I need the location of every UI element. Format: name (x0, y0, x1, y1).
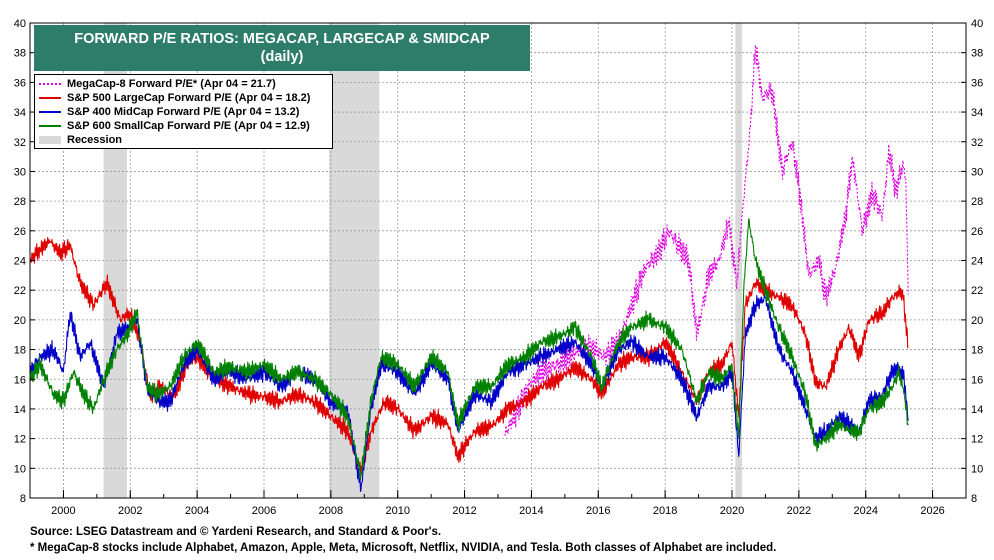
y-tick-label-left-40: 40 (14, 18, 26, 30)
legend-swatch-largecap (39, 97, 61, 99)
y-tick-label-left-12: 12 (14, 434, 26, 446)
y-tick-label-right-36: 36 (971, 77, 983, 89)
legend-swatch-megacap (39, 83, 61, 85)
legend-swatch-recession (39, 136, 61, 144)
y-tick-label-left-30: 30 (14, 166, 26, 178)
x-tick-label-2024: 2024 (853, 505, 877, 517)
x-tick-label-2010: 2010 (385, 505, 409, 517)
y-tick-label-left-14: 14 (14, 404, 26, 416)
x-tick-label-2018: 2018 (653, 505, 677, 517)
y-tick-label-right-26: 26 (971, 226, 983, 238)
chart-subtitle: (daily) (260, 49, 304, 65)
source-note: Source: LSEG Datastream and © Yardeni Re… (30, 526, 442, 538)
x-tick-label-2012: 2012 (452, 505, 476, 517)
y-tick-label-left-36: 36 (14, 77, 26, 89)
y-tick-label-left-22: 22 (14, 285, 26, 297)
y-tick-label-left-16: 16 (14, 374, 26, 386)
y-tick-label-right-10: 10 (971, 463, 983, 475)
y-tick-label-left-20: 20 (14, 315, 26, 327)
x-tick-label-2016: 2016 (586, 505, 610, 517)
y-tick-label-right-24: 24 (971, 256, 983, 268)
y-tick-label-right-14: 14 (971, 404, 983, 416)
x-tick-label-2026: 2026 (920, 505, 944, 517)
x-tick-label-2022: 2022 (787, 505, 811, 517)
y-tick-label-right-34: 34 (971, 107, 983, 119)
legend-swatch-smallcap (39, 125, 61, 127)
y-tick-label-left-28: 28 (14, 196, 26, 208)
series-lines (29, 44, 909, 492)
series-line-0 (504, 44, 909, 436)
footnote: * MegaCap-8 stocks include Alphabet, Ama… (30, 542, 777, 554)
y-tick-label-left-18: 18 (14, 345, 26, 357)
y-tick-label-left-38: 38 (14, 48, 26, 60)
legend-swatch-midcap (39, 111, 61, 113)
x-tick-label-2020: 2020 (720, 505, 744, 517)
x-tick-label-2006: 2006 (252, 505, 276, 517)
gridlines (30, 23, 966, 498)
y-tick-label-left-34: 34 (14, 107, 26, 119)
legend-item-smallcap: S&P 600 SmallCap Forward P/E (Apr 04 = 1… (39, 119, 328, 133)
series-line-3 (29, 218, 909, 481)
y-tick-label-left-8: 8 (20, 493, 26, 505)
legend-item-recession: Recession (39, 133, 328, 147)
y-tick-label-right-18: 18 (971, 345, 983, 357)
y-tick-label-left-32: 32 (14, 137, 26, 149)
legend-label-largecap: S&P 500 LargeCap Forward P/E (Apr 04 = 1… (67, 92, 311, 104)
y-tick-label-right-12: 12 (971, 434, 983, 446)
y-tick-label-right-30: 30 (971, 166, 983, 178)
chart-title-box: FORWARD P/E RATIOS: MEGACAP, LARGECAP & … (34, 25, 530, 71)
y-tick-label-left-10: 10 (14, 463, 26, 475)
x-tick-label-2002: 2002 (118, 505, 142, 517)
series-line-2 (29, 294, 909, 492)
legend-item-midcap: S&P 400 MidCap Forward P/E (Apr 04 = 13.… (39, 105, 328, 119)
y-tick-label-right-20: 20 (971, 315, 983, 327)
y-tick-label-right-8: 8 (971, 493, 977, 505)
legend-label-smallcap: S&P 600 SmallCap Forward P/E (Apr 04 = 1… (67, 120, 310, 132)
y-tick-label-right-16: 16 (971, 374, 983, 386)
y-tick-label-left-26: 26 (14, 226, 26, 238)
y-tick-label-left-24: 24 (14, 256, 26, 268)
legend: MegaCap-8 Forward P/E* (Apr 04 = 21.7) S… (34, 74, 333, 149)
x-tick-label-2004: 2004 (185, 505, 209, 517)
series-line-1 (29, 236, 909, 474)
y-tick-label-right-28: 28 (971, 196, 983, 208)
legend-label-midcap: S&P 400 MidCap Forward P/E (Apr 04 = 13.… (67, 106, 300, 118)
legend-item-megacap: MegaCap-8 Forward P/E* (Apr 04 = 21.7) (39, 77, 328, 91)
x-tick-label-2008: 2008 (319, 505, 343, 517)
y-tick-label-right-40: 40 (971, 18, 983, 30)
legend-label-megacap: MegaCap-8 Forward P/E* (Apr 04 = 21.7) (67, 78, 276, 90)
y-tick-label-right-38: 38 (971, 48, 983, 60)
x-tick-label-2000: 2000 (51, 505, 75, 517)
legend-label-recession: Recession (67, 134, 123, 146)
x-tick-label-2014: 2014 (519, 505, 543, 517)
y-tick-label-right-32: 32 (971, 137, 983, 149)
chart-title: FORWARD P/E RATIOS: MEGACAP, LARGECAP & … (74, 31, 490, 47)
legend-item-largecap: S&P 500 LargeCap Forward P/E (Apr 04 = 1… (39, 91, 328, 105)
y-tick-label-right-22: 22 (971, 285, 983, 297)
